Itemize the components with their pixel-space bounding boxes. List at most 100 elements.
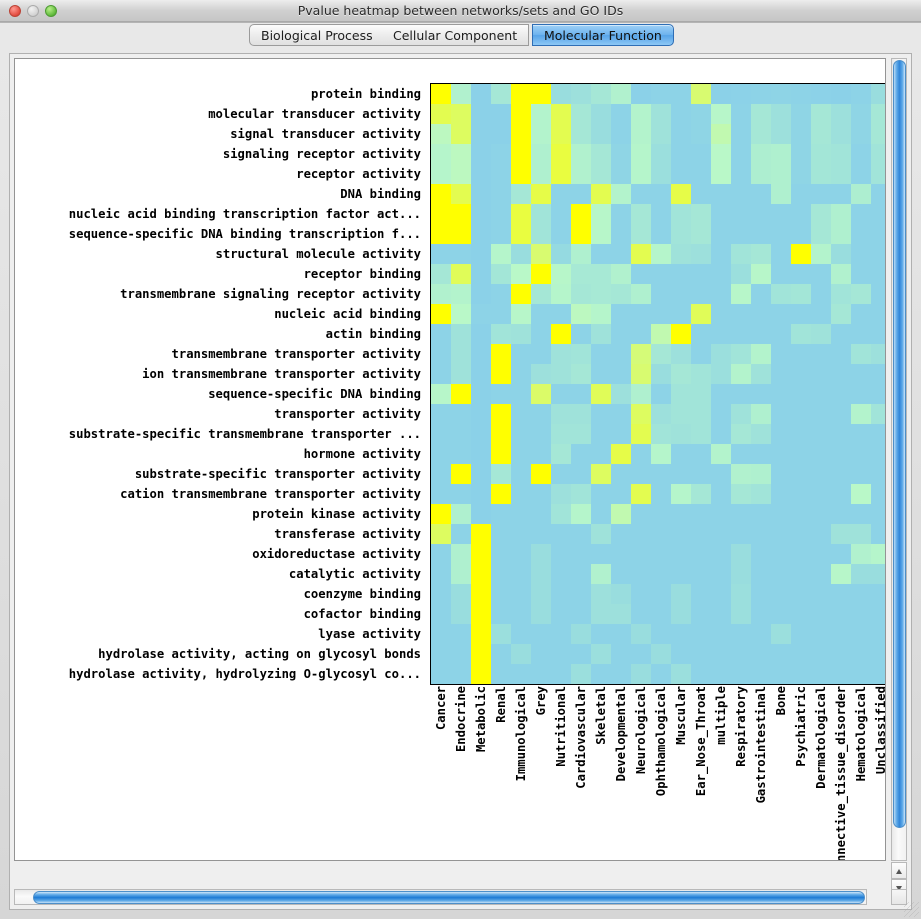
heatmap-cell[interactable] [671, 184, 691, 204]
heatmap-cell[interactable] [771, 544, 791, 564]
heatmap-cell[interactable] [491, 244, 511, 264]
heatmap-cell[interactable] [591, 204, 611, 224]
heatmap-cell[interactable] [871, 224, 885, 244]
heatmap-cell[interactable] [591, 604, 611, 624]
heatmap-cell[interactable] [671, 224, 691, 244]
heatmap-cell[interactable] [571, 264, 591, 284]
heatmap-cell[interactable] [611, 224, 631, 244]
heatmap-cell[interactable] [551, 584, 571, 604]
heatmap-cell[interactable] [451, 104, 471, 124]
heatmap-cell[interactable] [631, 384, 651, 404]
heatmap-cell[interactable] [671, 424, 691, 444]
heatmap-cell[interactable] [771, 424, 791, 444]
heatmap-cell[interactable] [451, 244, 471, 264]
heatmap-cell[interactable] [631, 344, 651, 364]
heatmap-cell[interactable] [471, 524, 491, 544]
heatmap-cell[interactable] [771, 644, 791, 664]
heatmap-cell[interactable] [631, 104, 651, 124]
heatmap-cell[interactable] [571, 244, 591, 264]
heatmap-cell[interactable] [571, 204, 591, 224]
heatmap-cell[interactable] [451, 84, 471, 104]
heatmap-cell[interactable] [771, 584, 791, 604]
heatmap-cell[interactable] [831, 484, 851, 504]
heatmap-cell[interactable] [631, 224, 651, 244]
heatmap-cell[interactable] [771, 84, 791, 104]
heatmap-cell[interactable] [531, 624, 551, 644]
heatmap-cell[interactable] [751, 464, 771, 484]
heatmap-cell[interactable] [491, 344, 511, 364]
heatmap-cell[interactable] [531, 504, 551, 524]
heatmap-cell[interactable] [431, 84, 451, 104]
heatmap-cell[interactable] [691, 284, 711, 304]
heatmap-cell[interactable] [611, 624, 631, 644]
heatmap-cell[interactable] [431, 584, 451, 604]
heatmap-cell[interactable] [791, 84, 811, 104]
heatmap-cell[interactable] [791, 304, 811, 324]
heatmap-cell[interactable] [511, 164, 531, 184]
heatmap-cell[interactable] [791, 364, 811, 384]
heatmap-cell[interactable] [691, 384, 711, 404]
heatmap-cell[interactable] [631, 544, 651, 564]
heatmap-cell[interactable] [651, 304, 671, 324]
heatmap-cell[interactable] [671, 404, 691, 424]
heatmap-cell[interactable] [691, 484, 711, 504]
heatmap-cell[interactable] [791, 124, 811, 144]
heatmap-cell[interactable] [811, 344, 831, 364]
heatmap-cell[interactable] [851, 404, 871, 424]
heatmap-cell[interactable] [631, 204, 651, 224]
heatmap-cell[interactable] [791, 284, 811, 304]
heatmap-cell[interactable] [711, 464, 731, 484]
heatmap-cell[interactable] [611, 404, 631, 424]
heatmap-cell[interactable] [451, 204, 471, 224]
heatmap-cell[interactable] [771, 204, 791, 224]
heatmap-cell[interactable] [751, 584, 771, 604]
heatmap-cell[interactable] [631, 304, 651, 324]
heatmap-cell[interactable] [611, 304, 631, 324]
heatmap-cell[interactable] [851, 624, 871, 644]
heatmap-cell[interactable] [851, 524, 871, 544]
heatmap-cell[interactable] [531, 404, 551, 424]
heatmap-cell[interactable] [491, 204, 511, 224]
heatmap-cell[interactable] [671, 324, 691, 344]
heatmap-cell[interactable] [531, 124, 551, 144]
heatmap-cell[interactable] [771, 384, 791, 404]
heatmap-cell[interactable] [591, 104, 611, 124]
heatmap-cell[interactable] [511, 364, 531, 384]
heatmap-cell[interactable] [591, 264, 611, 284]
heatmap-cell[interactable] [531, 144, 551, 164]
heatmap-cell[interactable] [551, 484, 571, 504]
heatmap-cell[interactable] [831, 144, 851, 164]
heatmap-cell[interactable] [431, 624, 451, 644]
heatmap-cell[interactable] [491, 104, 511, 124]
heatmap-cell[interactable] [451, 344, 471, 364]
heatmap-cell[interactable] [431, 444, 451, 464]
heatmap-cell[interactable] [671, 524, 691, 544]
heatmap-cell[interactable] [831, 164, 851, 184]
heatmap-cell[interactable] [711, 184, 731, 204]
heatmap-cell[interactable] [771, 244, 791, 264]
heatmap-cell[interactable] [751, 664, 771, 684]
heatmap-cell[interactable] [771, 664, 791, 684]
heatmap-cell[interactable] [851, 264, 871, 284]
heatmap-cell[interactable] [851, 344, 871, 364]
heatmap-cell[interactable] [811, 484, 831, 504]
heatmap-cell[interactable] [471, 344, 491, 364]
heatmap-cell[interactable] [651, 144, 671, 164]
heatmap-cell[interactable] [831, 624, 851, 644]
heatmap-cell[interactable] [771, 324, 791, 344]
heatmap-cell[interactable] [811, 264, 831, 284]
heatmap-cell[interactable] [691, 424, 711, 444]
heatmap-cell[interactable] [771, 604, 791, 624]
heatmap-cell[interactable] [731, 464, 751, 484]
heatmap-cell[interactable] [431, 364, 451, 384]
heatmap-cell[interactable] [731, 364, 751, 384]
heatmap-cell[interactable] [751, 144, 771, 164]
heatmap-cell[interactable] [511, 444, 531, 464]
heatmap-cell[interactable] [431, 484, 451, 504]
heatmap-cell[interactable] [751, 384, 771, 404]
heatmap-cell[interactable] [631, 164, 651, 184]
heatmap-cell[interactable] [651, 644, 671, 664]
heatmap-cell[interactable] [711, 584, 731, 604]
heatmap-cell[interactable] [671, 444, 691, 464]
heatmap-cell[interactable] [611, 604, 631, 624]
